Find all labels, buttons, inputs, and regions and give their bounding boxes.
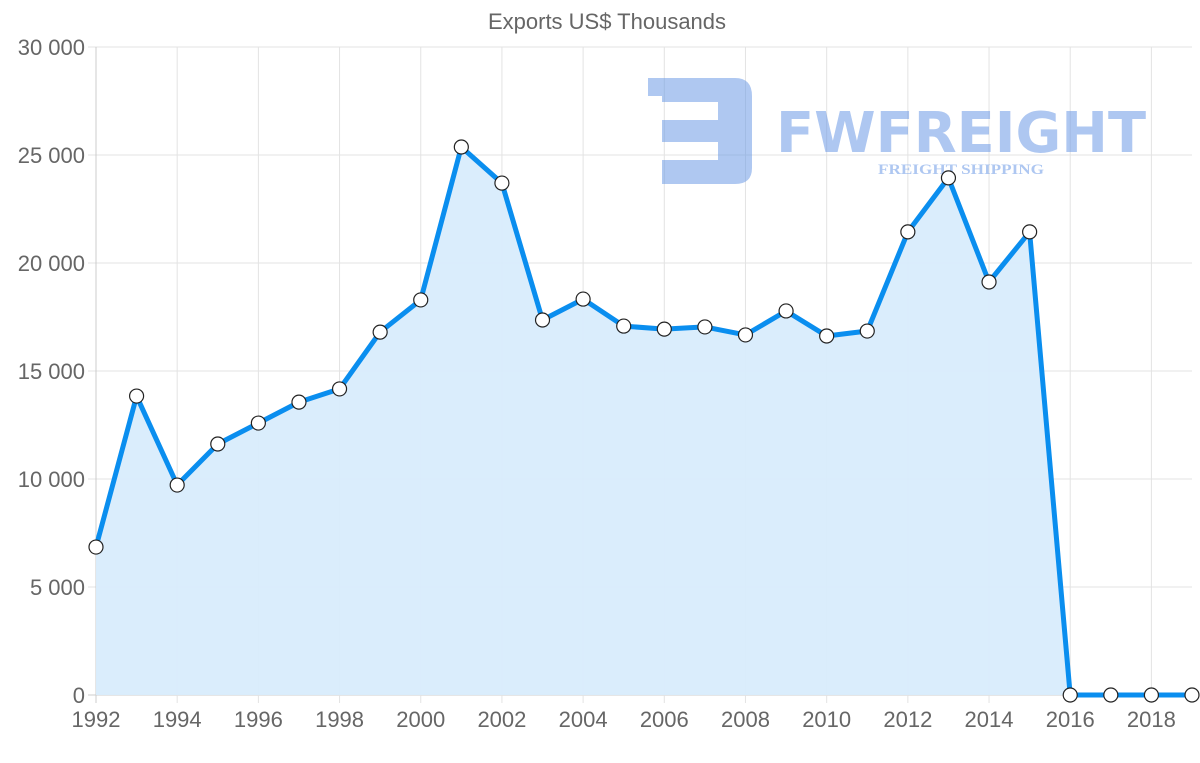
chart-title: Exports US$ Thousands — [487, 9, 727, 34]
series-line — [93, 144, 1192, 698]
data-point[interactable] — [534, 312, 551, 328]
data-point[interactable] — [981, 274, 997, 290]
y-tick-label: 5 000 — [30, 575, 85, 600]
data-point[interactable] — [697, 319, 713, 335]
data-point[interactable] — [250, 415, 266, 431]
data-point[interactable] — [900, 224, 916, 240]
x-tick-label: 2000 — [396, 707, 445, 732]
x-tick-label: 2008 — [721, 707, 770, 732]
data-points — [88, 139, 1200, 703]
x-tick-label: 2016 — [1046, 707, 1095, 732]
data-point[interactable] — [169, 477, 185, 493]
x-tick-label: 2002 — [477, 707, 526, 732]
data-point[interactable] — [128, 388, 145, 404]
data-point[interactable] — [737, 327, 754, 343]
data-point[interactable] — [1103, 687, 1119, 703]
data-point[interactable] — [372, 324, 388, 340]
data-point[interactable] — [291, 394, 307, 410]
x-tick-label: 2014 — [965, 707, 1014, 732]
data-point[interactable] — [778, 303, 794, 319]
y-tick-label: 20 000 — [18, 251, 85, 276]
data-point[interactable] — [1062, 687, 1078, 703]
data-point[interactable] — [859, 323, 875, 339]
x-tick-label: 1994 — [153, 707, 202, 732]
y-tick-label: 10 000 — [18, 467, 85, 492]
data-point[interactable] — [940, 170, 957, 186]
data-point[interactable] — [575, 291, 591, 307]
data-point[interactable] — [210, 436, 226, 452]
data-point[interactable] — [616, 318, 632, 334]
data-point[interactable] — [413, 292, 429, 308]
y-axis-labels: 0 5 000 10 000 15 000 20 000 25 000 30 000 — [18, 35, 85, 708]
data-point[interactable] — [494, 175, 510, 191]
x-tick-label: 1996 — [234, 707, 283, 732]
x-tick-label: 2010 — [802, 707, 851, 732]
y-tick-label: 15 000 — [18, 359, 85, 384]
data-point[interactable] — [819, 328, 835, 344]
x-tick-label: 2006 — [640, 707, 689, 732]
logo-mark-icon — [648, 78, 752, 184]
x-tick-label: 1998 — [315, 707, 364, 732]
data-point[interactable] — [453, 139, 469, 155]
data-point[interactable] — [1143, 687, 1160, 703]
watermark-tagline-text: FREIGHT SHIPPING — [878, 162, 1044, 178]
y-tick-label: 30 000 — [18, 35, 85, 60]
x-tick-label: 2004 — [559, 707, 608, 732]
data-point[interactable] — [331, 381, 348, 397]
area-fill — [96, 147, 1192, 695]
data-point[interactable] — [1022, 224, 1038, 240]
y-tick-label: 25 000 — [18, 143, 85, 168]
data-point[interactable] — [88, 539, 104, 555]
x-tick-label: 1992 — [72, 707, 121, 732]
x-tick-label: 2012 — [883, 707, 932, 732]
data-point[interactable] — [656, 321, 672, 337]
x-axis-labels: 1992 1994 1996 1998 2000 2002 2004 2006 2008 2010… — [72, 707, 1176, 732]
x-tick-label: 2018 — [1127, 707, 1176, 732]
watermark-brand-text: FWFREIGHT — [776, 101, 1146, 166]
data-point[interactable] — [1184, 687, 1200, 703]
y-tick-label: 0 — [73, 683, 85, 708]
